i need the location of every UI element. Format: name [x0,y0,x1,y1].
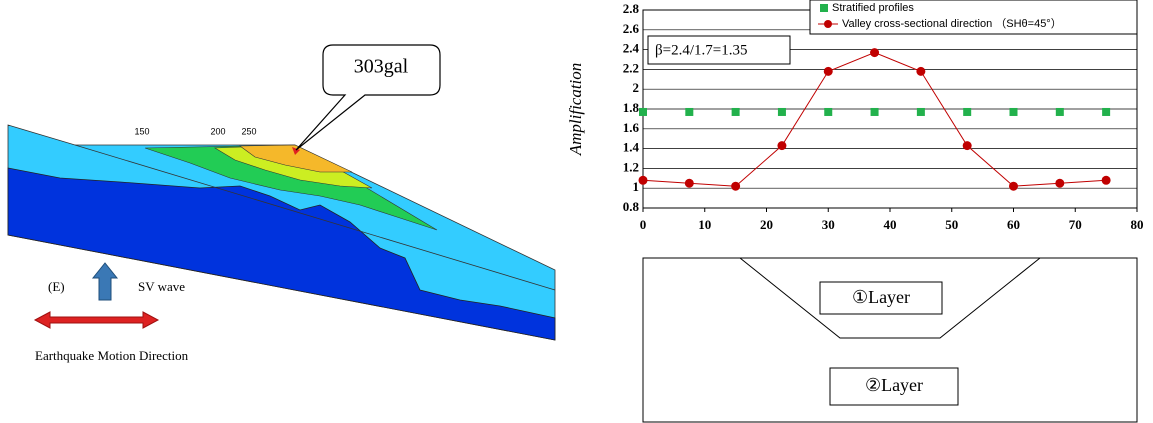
point [823,66,833,76]
motion-arrow [33,311,160,329]
contour-label: 200 [210,126,225,136]
callout-text: 303gal [354,56,409,78]
x-tick-label: 80 [1131,217,1144,232]
point [962,141,972,151]
point [731,181,741,191]
wave-label: SV wave [138,279,185,294]
valley-model: ①Layer ②Layer [642,257,1138,423]
y-tick-label: 2.4 [623,41,640,56]
chart: 0.8 1 1.2 1.4 1.6 1.8 2 2.2 2.4 2.6 2.8 0 10 20 30 40 50… [566,0,1144,232]
layer-label: ①Layer [852,287,910,307]
direction-label: (E) [48,279,65,294]
y-tick-label: 2.6 [623,21,640,36]
x-tick-label: 20 [760,217,773,232]
x-tick-label: 0 [640,217,647,232]
point [777,107,786,116]
point [1055,107,1064,116]
point [684,178,694,188]
x-tick-label: 40 [884,217,897,232]
point [870,107,879,116]
valley-outline [739,257,1041,339]
contour-label: 150 [134,126,149,136]
point [870,48,880,58]
point [824,107,833,116]
legend-marker [820,4,828,12]
y-tick-label: 1 [633,179,640,194]
point [639,107,647,116]
annotation: β=2.4/1.7=1.35 [655,42,747,58]
y-tick-label: 1.4 [623,140,640,155]
y-tick-label: 1.8 [623,100,640,115]
y-axis-label: Amplification [566,63,585,157]
point [916,66,926,76]
y-tick-label: 1.2 [623,159,639,174]
peak-marker [292,147,300,155]
legend [809,0,1138,35]
point [963,107,972,116]
point [1101,175,1111,185]
x-tick-label: 70 [1069,217,1082,232]
point [731,107,740,116]
layer-box [819,281,943,315]
callout [295,44,441,151]
y-tick-label: 0.8 [623,199,640,214]
x-tick-label: 30 [822,217,835,232]
x-tick-label: 60 [1007,217,1020,232]
y-tick-label: 2.8 [623,1,640,16]
annotation-box [647,35,791,65]
base-layer [7,167,556,341]
point [685,107,694,116]
point [1102,107,1111,116]
y-tick-label: 1.6 [623,120,640,135]
point [916,107,925,116]
contour-label: 250 [241,126,256,136]
slope-line [74,144,556,291]
x-tick-label: 50 [945,217,958,232]
point [638,175,648,185]
caption: Earthquake Motion Direction [35,348,189,363]
wave-arrow [91,262,119,301]
contour-zone [239,144,353,173]
point [1009,181,1018,191]
point [1009,107,1018,116]
legend-label: Valley cross-sectional direction （SHθ=45… [842,17,1062,30]
legend-marker [824,20,832,28]
legend-label: Stratified profiles [832,2,914,14]
y-tick-label: 2.2 [623,60,639,75]
slope-model: 150 200 250 303gal (E) SV wave Earthquak… [7,44,556,363]
y-tick-label: 2 [633,80,640,95]
point [1055,178,1065,188]
point [777,141,787,151]
layer-box [829,367,959,406]
x-tick-label: 10 [698,217,711,232]
layer-label: ②Layer [865,375,923,395]
